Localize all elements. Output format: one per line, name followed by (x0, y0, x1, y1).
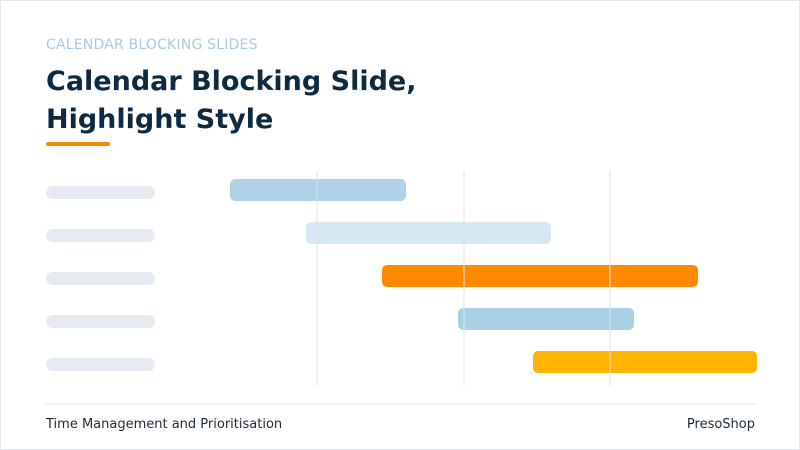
time-block-highlight (382, 265, 698, 287)
row-placeholder (46, 186, 155, 199)
time-block (458, 308, 634, 330)
row-placeholder (46, 315, 155, 328)
footer-text: Time Management and Prioritisation (46, 417, 283, 432)
title-underline (46, 142, 110, 146)
row-placeholder (46, 358, 155, 371)
footer-brand: PresoShop (686, 417, 755, 432)
time-block (306, 222, 551, 244)
eyebrow: CALENDAR BLOCKING SLIDES (46, 37, 258, 53)
time-block (230, 179, 406, 201)
time-block-highlight (533, 351, 757, 373)
row-placeholder (46, 229, 155, 242)
row-placeholder (46, 272, 155, 285)
slide-title: Calendar Blocking Slide, Highlight Style (46, 66, 417, 135)
